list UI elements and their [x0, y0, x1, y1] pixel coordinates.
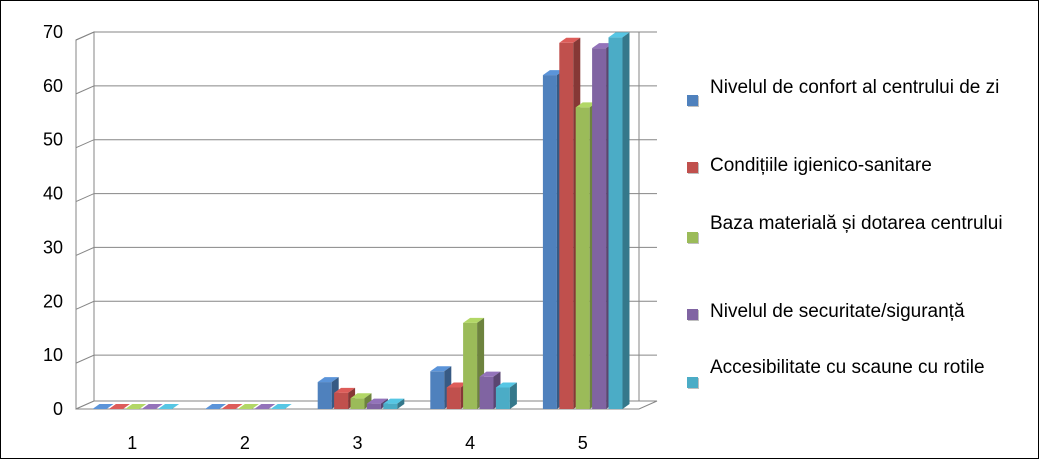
bar-top [608, 32, 630, 38]
bar-front [479, 376, 494, 409]
bar-top [141, 404, 163, 409]
bar-top [158, 404, 180, 409]
bar-front [383, 403, 398, 409]
legend-swatch-confort [687, 95, 698, 106]
bar-top [125, 404, 147, 409]
bar-top [237, 404, 259, 409]
x-tick-label: 1 [127, 433, 137, 453]
bar-top [270, 404, 292, 409]
x-tick-label: 3 [352, 433, 362, 453]
bar [158, 404, 180, 409]
y-axis-ticks: 0 10 20 30 40 50 60 70 [43, 22, 63, 419]
y-tick-label: 60 [43, 76, 63, 96]
bar [237, 404, 259, 409]
bar-top [108, 404, 130, 409]
bar-front [366, 403, 381, 409]
gridline [75, 139, 657, 149]
bar-top [495, 382, 517, 388]
y-tick-label: 0 [53, 399, 63, 419]
bar-front [608, 37, 623, 410]
legend-swatch-securitate [687, 309, 698, 320]
legend-swatch-baza [687, 232, 698, 243]
y-tick-label: 30 [43, 237, 63, 257]
bar [205, 404, 227, 409]
bar [125, 404, 147, 409]
side-wall [75, 31, 95, 410]
y-tick-label: 70 [43, 22, 63, 42]
bar-front [559, 42, 574, 410]
gridlines [75, 31, 657, 364]
y-tick-label: 20 [43, 291, 63, 311]
bar-top [254, 404, 276, 409]
bar [463, 317, 485, 409]
bar-front [592, 48, 607, 410]
bar [254, 404, 276, 409]
bar-top [221, 404, 243, 409]
bar-front [317, 382, 332, 409]
bar [221, 404, 243, 409]
bar [495, 382, 517, 409]
legend-label-confort: Nivelul de confort al centrului de zi [710, 77, 1000, 98]
y-tick-label: 50 [43, 130, 63, 150]
legend-swatch-accesibilitate [687, 377, 698, 388]
bar-front [334, 392, 349, 409]
gridline [75, 31, 657, 41]
bar-front [430, 371, 445, 409]
gridline [75, 85, 657, 95]
bars [92, 32, 630, 410]
bar-side [397, 398, 405, 409]
legend-swatch-igienico [687, 162, 698, 173]
legend-label-securitate: Nivelul de securitate/siguranță [710, 301, 965, 322]
x-tick-label: 2 [240, 433, 250, 453]
legend-label-igienico: Condițiile igienico-sanitare [710, 155, 932, 176]
x-tick-label: 4 [465, 433, 475, 453]
bar [108, 404, 130, 409]
bar [141, 404, 163, 409]
legend-label-accesibilitate: Accesibilitate cu scaune cu rotile [710, 357, 985, 378]
bar-front [542, 75, 557, 409]
bar-side [622, 32, 630, 409]
y-tick-label: 40 [43, 184, 63, 204]
x-tick-label: 5 [578, 433, 588, 453]
y-tick-label: 10 [43, 345, 63, 365]
bar-top [92, 404, 114, 409]
bar-front [463, 322, 478, 409]
bar-side [509, 382, 517, 409]
gridline [75, 300, 657, 310]
bar [383, 398, 405, 409]
bar-front [446, 387, 461, 409]
bar-front [495, 387, 510, 409]
x-axis-ticks: 1 2 3 4 5 [127, 433, 587, 453]
legend-label-baza: Baza materială și dotarea centrului [710, 213, 1003, 234]
bar-front [350, 398, 365, 409]
bar [92, 404, 114, 409]
bar-top [205, 404, 227, 409]
gridline [75, 193, 657, 203]
bar [270, 404, 292, 409]
bar [608, 32, 630, 410]
bar-front [575, 107, 590, 410]
gridline [75, 246, 657, 256]
